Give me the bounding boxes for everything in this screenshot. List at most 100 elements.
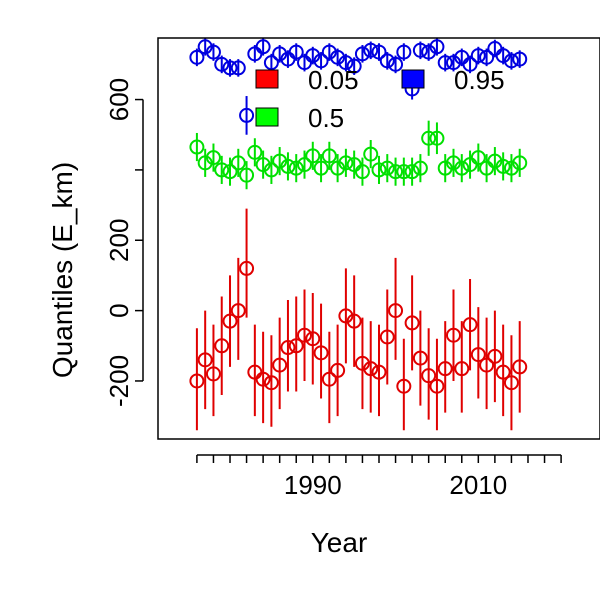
- legend-label: 0.05: [308, 65, 359, 95]
- data-point: [280, 340, 296, 356]
- data-point: [379, 160, 395, 176]
- data-point: [321, 148, 337, 164]
- data-point: [205, 366, 221, 382]
- data-point: [479, 49, 495, 65]
- data-point: [379, 329, 395, 345]
- data-point: [321, 371, 337, 387]
- data-point: [437, 55, 453, 71]
- data-point: [346, 58, 362, 74]
- series-layer: [189, 38, 528, 431]
- data-point: [272, 357, 288, 373]
- data-point: [388, 164, 404, 180]
- data-point: [445, 327, 461, 343]
- data-point: [412, 160, 428, 176]
- data-point: [421, 130, 437, 146]
- data-point: [230, 60, 246, 76]
- data-point: [313, 53, 329, 69]
- data-point: [263, 375, 279, 391]
- data-point: [354, 46, 370, 62]
- data-point: [462, 56, 478, 72]
- data-point: [230, 303, 246, 319]
- data-point: [512, 359, 528, 375]
- data-point: [297, 327, 313, 343]
- data-point: [503, 375, 519, 391]
- data-point: [388, 56, 404, 72]
- data-point: [396, 378, 412, 394]
- data-point: [197, 352, 213, 368]
- y-tick-label: 600: [104, 78, 134, 121]
- data-point: [512, 51, 528, 67]
- data-point: [239, 107, 255, 123]
- series-0.05: [189, 208, 528, 431]
- data-point: [280, 158, 296, 174]
- data-point: [363, 361, 379, 377]
- data-point: [371, 364, 387, 380]
- data-point: [503, 53, 519, 69]
- legend-swatch: [255, 69, 279, 89]
- data-point: [205, 150, 221, 166]
- data-point: [313, 345, 329, 361]
- data-point: [379, 53, 395, 69]
- data-point: [189, 49, 205, 65]
- plot-frame: [157, 37, 600, 440]
- data-point: [214, 56, 230, 72]
- data-point: [396, 44, 412, 60]
- data-point: [454, 160, 470, 176]
- x-tick-label: 2010: [449, 470, 507, 500]
- x-axis: 1990 2010: [196, 454, 562, 500]
- data-point: [288, 160, 304, 176]
- data-point: [288, 338, 304, 354]
- data-point: [479, 357, 495, 373]
- y-tick-label: 200: [104, 219, 134, 262]
- y-axis-title: Quantiles (E_km): [47, 162, 78, 378]
- data-point: [412, 42, 428, 58]
- data-point: [189, 373, 205, 389]
- data-point: [429, 39, 445, 55]
- data-point: [429, 378, 445, 394]
- y-tick-label: -200: [104, 355, 134, 407]
- data-point: [371, 44, 387, 60]
- data-point: [437, 361, 453, 377]
- legend-swatch: [255, 107, 279, 127]
- data-point: [247, 144, 263, 160]
- data-point: [462, 317, 478, 333]
- data-point: [297, 157, 313, 173]
- data-point: [255, 371, 271, 387]
- data-point: [354, 164, 370, 180]
- data-point: [470, 150, 486, 166]
- data-point: [363, 42, 379, 58]
- data-point: [487, 348, 503, 364]
- data-point: [263, 55, 279, 71]
- data-point: [421, 368, 437, 384]
- data-point: [454, 361, 470, 377]
- data-point: [214, 338, 230, 354]
- data-point: [470, 48, 486, 64]
- x-axis-title: Year: [311, 527, 368, 558]
- data-point: [363, 146, 379, 162]
- data-point: [263, 162, 279, 178]
- data-point: [429, 130, 445, 146]
- data-point: [205, 44, 221, 60]
- legend: 0.05 0.95 0.5: [255, 65, 505, 133]
- data-point: [230, 155, 246, 171]
- data-point: [239, 260, 255, 276]
- data-point: [412, 350, 428, 366]
- data-point: [222, 60, 238, 76]
- data-point: [404, 315, 420, 331]
- data-point: [239, 167, 255, 183]
- data-point: [346, 313, 362, 329]
- data-point: [338, 155, 354, 171]
- series-0.5: [189, 120, 528, 190]
- data-point: [214, 162, 230, 178]
- legend-label: 0.95: [454, 65, 505, 95]
- data-point: [396, 164, 412, 180]
- data-point: [222, 164, 238, 180]
- data-point: [388, 303, 404, 319]
- data-point: [495, 364, 511, 380]
- data-point: [371, 162, 387, 178]
- data-point: [495, 158, 511, 174]
- data-point: [222, 313, 238, 329]
- y-tick-label: 0: [104, 303, 134, 317]
